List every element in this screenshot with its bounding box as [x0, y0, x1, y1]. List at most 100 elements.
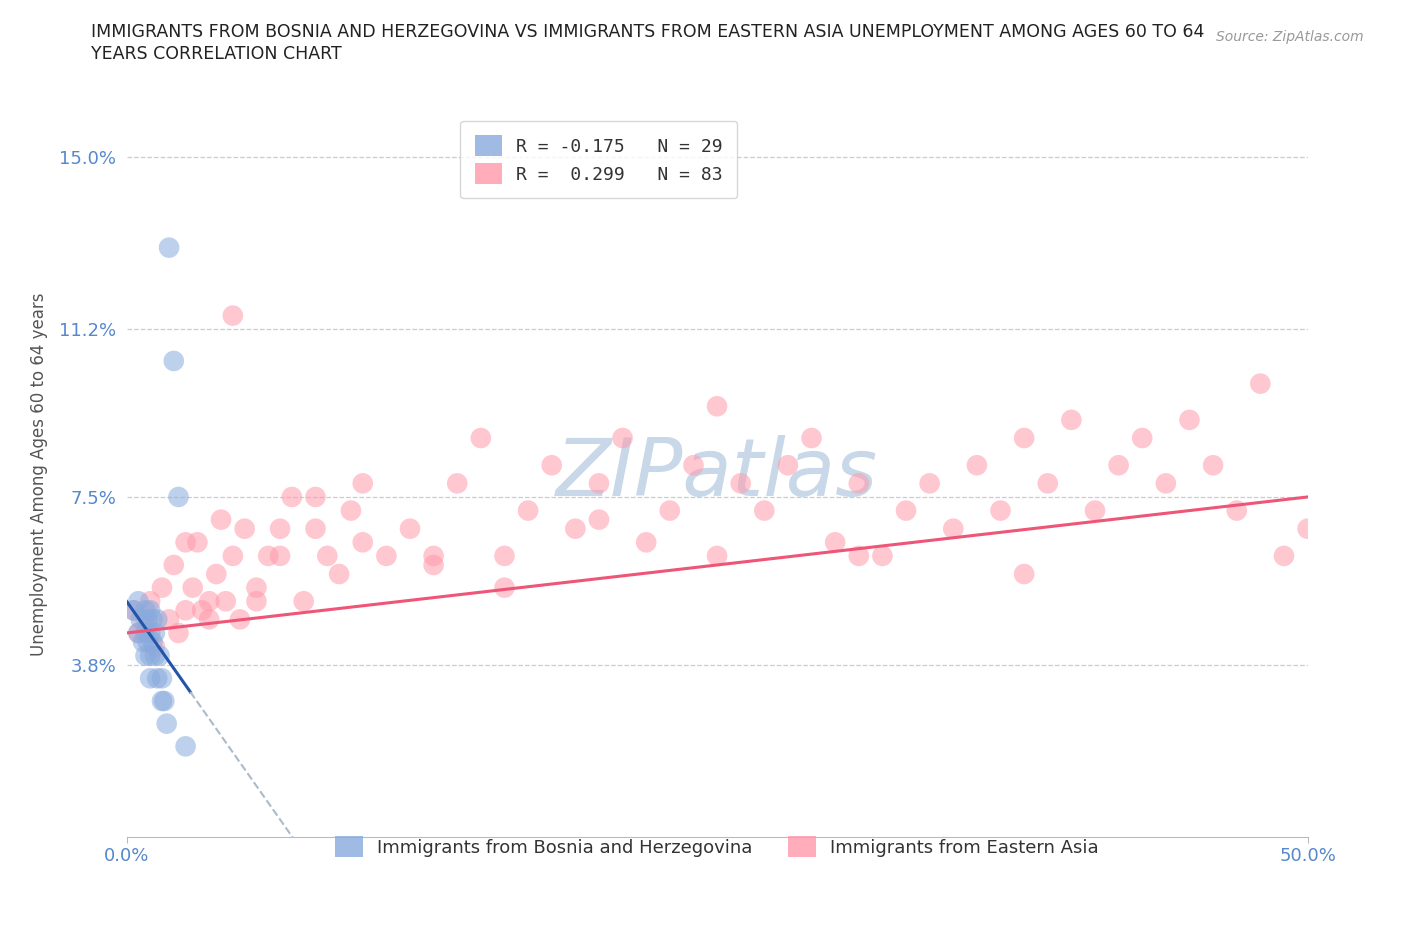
Point: [1108, 458, 1130, 472]
Point: [1296, 521, 1319, 536]
Point: [209, 512, 232, 527]
Point: [872, 549, 894, 564]
Point: [517, 503, 540, 518]
Point: [136, 612, 159, 627]
Point: [174, 535, 197, 550]
Point: [706, 549, 728, 564]
Point: [245, 580, 267, 595]
Point: [132, 634, 155, 649]
Point: [167, 489, 190, 504]
Point: [139, 671, 162, 685]
Point: [157, 612, 180, 627]
Point: [134, 626, 156, 641]
Point: [399, 521, 422, 536]
Point: [134, 603, 156, 618]
Point: [143, 639, 166, 654]
Point: [304, 521, 326, 536]
Point: [281, 489, 304, 504]
Point: [150, 671, 173, 685]
Point: [1012, 566, 1035, 581]
Point: [446, 476, 468, 491]
Point: [229, 612, 252, 627]
Point: [149, 648, 172, 663]
Point: [564, 521, 586, 536]
Point: [470, 431, 492, 445]
Point: [222, 308, 245, 323]
Point: [150, 580, 173, 595]
Point: [150, 694, 173, 709]
Point: [143, 648, 166, 663]
Point: [588, 512, 610, 527]
Point: [129, 612, 152, 627]
Point: [942, 521, 965, 536]
Point: [1130, 431, 1153, 445]
Point: [352, 476, 374, 491]
Point: [139, 648, 162, 663]
Point: [682, 458, 704, 472]
Point: [1226, 503, 1249, 518]
Point: [146, 671, 169, 685]
Point: [127, 626, 149, 641]
Point: [776, 458, 799, 472]
Point: [186, 535, 208, 550]
Point: [918, 476, 941, 491]
Point: [422, 549, 444, 564]
Y-axis label: Unemployment Among Ages 60 to 64 years: Unemployment Among Ages 60 to 64 years: [30, 293, 48, 656]
Point: [139, 594, 162, 609]
Point: [122, 603, 145, 618]
Point: [191, 603, 214, 618]
Point: [269, 549, 291, 564]
Point: [1272, 549, 1295, 564]
Point: [136, 634, 159, 649]
Point: [292, 594, 315, 609]
Point: [127, 594, 149, 609]
Point: [163, 353, 186, 368]
Point: [146, 612, 169, 627]
Point: [658, 503, 681, 518]
Point: [134, 648, 156, 663]
Text: Source: ZipAtlas.com: Source: ZipAtlas.com: [1216, 30, 1364, 44]
Point: [1084, 503, 1107, 518]
Point: [894, 503, 917, 518]
Point: [269, 521, 291, 536]
Point: [352, 535, 374, 550]
Point: [1249, 376, 1271, 391]
Point: [316, 549, 339, 564]
Point: [1060, 413, 1083, 428]
Point: [157, 240, 180, 255]
Point: [141, 634, 163, 649]
Point: [257, 549, 280, 564]
Point: [848, 476, 870, 491]
Point: [139, 626, 162, 641]
Point: [198, 612, 221, 627]
Point: [174, 738, 197, 753]
Point: [754, 503, 776, 518]
Point: [163, 558, 186, 573]
Text: IMMIGRANTS FROM BOSNIA AND HERZEGOVINA VS IMMIGRANTS FROM EASTERN ASIA UNEMPLOYM: IMMIGRANTS FROM BOSNIA AND HERZEGOVINA V…: [91, 23, 1205, 41]
Point: [1012, 431, 1035, 445]
Point: [588, 476, 610, 491]
Point: [966, 458, 988, 472]
Point: [328, 566, 350, 581]
Point: [304, 489, 326, 504]
Text: YEARS CORRELATION CHART: YEARS CORRELATION CHART: [91, 45, 342, 62]
Point: [848, 549, 870, 564]
Point: [494, 580, 516, 595]
Point: [233, 521, 256, 536]
Point: [143, 626, 166, 641]
Point: [990, 503, 1012, 518]
Point: [127, 626, 149, 641]
Point: [800, 431, 823, 445]
Point: [422, 558, 444, 573]
Point: [122, 603, 145, 618]
Point: [222, 549, 245, 564]
Point: [375, 549, 398, 564]
Point: [167, 626, 190, 641]
Point: [174, 603, 197, 618]
Point: [181, 580, 204, 595]
Legend: Immigrants from Bosnia and Herzegovina, Immigrants from Eastern Asia: Immigrants from Bosnia and Herzegovina, …: [321, 822, 1114, 871]
Point: [198, 594, 221, 609]
Point: [141, 612, 163, 627]
Point: [706, 399, 728, 414]
Point: [1178, 413, 1201, 428]
